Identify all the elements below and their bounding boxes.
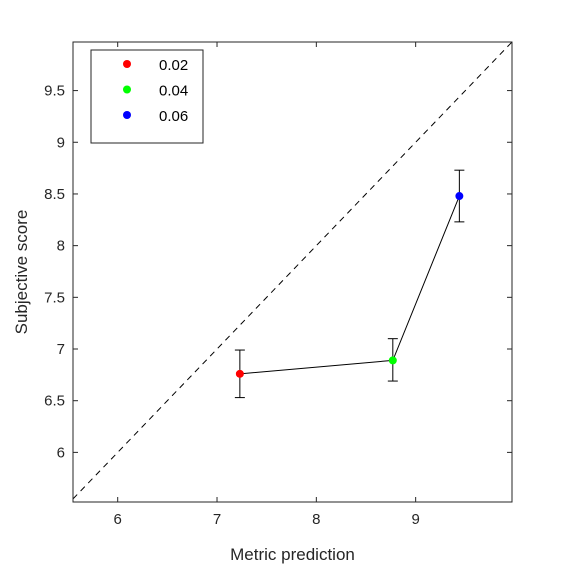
- x-tick-label: 6: [114, 511, 122, 528]
- axis-ticks: 6 7 8 9 6 6.5 7 7.5 8 8.5 9 9.5: [44, 42, 512, 528]
- y-tick-label: 7: [57, 341, 65, 358]
- y-tick-label: 6.5: [44, 393, 65, 410]
- y-tick-label: 9.5: [44, 83, 65, 100]
- chart-marks: [73, 42, 512, 500]
- legend-label-0.06: 0.06: [159, 108, 188, 125]
- y-axis-title: Subjective score: [12, 210, 31, 335]
- x-tick-label: 9: [411, 511, 419, 528]
- legend-box: [90, 49, 204, 144]
- identity-reference-line: [73, 42, 512, 500]
- y-tick-label: 8: [57, 238, 65, 255]
- x-tick-label: 7: [213, 511, 221, 528]
- data-point-0.02: [235, 369, 244, 378]
- y-tick-label: 9: [57, 134, 65, 151]
- x-axis-title: Metric prediction: [230, 545, 355, 564]
- legend-marker-0.04: [123, 85, 131, 94]
- y-tick-label: 7.5: [44, 289, 65, 306]
- legend-marker-0.02: [123, 60, 131, 68]
- x-tick-label: 8: [312, 511, 320, 528]
- y-tick-label: 6: [57, 444, 65, 461]
- legend: 0.02 0.04 0.06: [90, 49, 204, 144]
- y-tick-label: 8.5: [44, 186, 65, 203]
- legend-label-0.02: 0.02: [159, 57, 188, 74]
- data-point-0.04: [388, 356, 397, 365]
- legend-marker-0.06: [123, 111, 131, 119]
- data-point-0.06: [455, 192, 464, 201]
- legend-label-0.04: 0.04: [159, 83, 188, 100]
- plot-frame: [72, 41, 513, 503]
